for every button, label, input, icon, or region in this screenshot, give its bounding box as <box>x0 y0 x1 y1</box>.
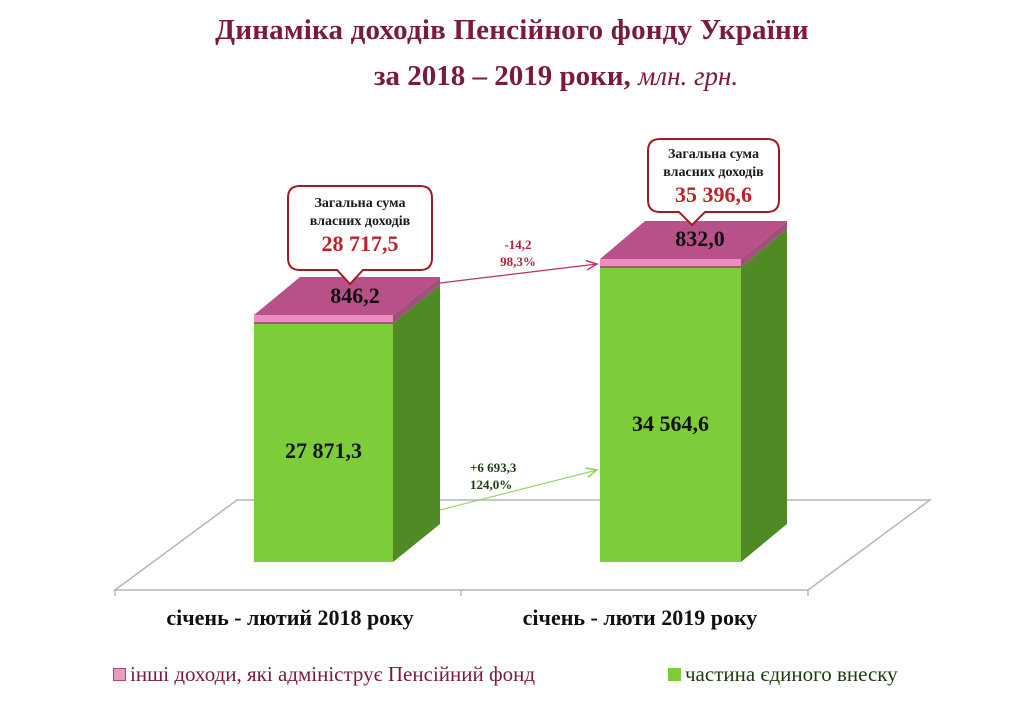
callout-total-value: 35 396,6 <box>675 182 752 207</box>
legend-label: частина єдиного внеску <box>685 662 898 686</box>
callout-total-value: 28 717,5 <box>321 231 399 256</box>
chart-title-line2: за 2018 – 2019 роки, млн. грн. <box>0 60 1024 93</box>
delta-other-pct: 98,3% <box>500 254 536 269</box>
legend-item-single-contribution: частина єдиного внеску <box>668 662 898 687</box>
callout-2019: Загальна сума власних доходів 35 396,6 <box>648 146 779 208</box>
legend-item-other-income: інші доходи, які адмініструє Пенсійний ф… <box>113 662 535 687</box>
bar-2018 <box>254 277 440 562</box>
callout-bubble-2019 <box>647 138 780 227</box>
delta-arrow-other <box>439 264 597 284</box>
chart-title-units: млн. грн. <box>638 61 739 91</box>
category-label-2019: січень - люти 2019 року <box>522 605 758 630</box>
legend-swatch-pink-icon <box>113 668 126 681</box>
callout-2018: Загальна сума власних доходів 28 717,5 <box>288 195 432 257</box>
bar-2019-other-value: 832,0 <box>675 226 725 251</box>
legend-swatch-green-icon <box>668 668 681 681</box>
callout-label-line1: Загальна сума <box>668 147 759 162</box>
callout-label-line2: власних доходів <box>663 165 764 180</box>
delta-other: -14,2 98,3% <box>478 236 558 270</box>
chart-title-period: за 2018 – 2019 роки, <box>373 60 631 92</box>
chart-floor <box>112 499 933 596</box>
category-label-2018: січень - лютий 2018 року <box>166 605 414 630</box>
delta-other-abs: -14,2 <box>504 237 532 252</box>
callout-label-line1: Загальна сума <box>314 196 406 211</box>
bar-2018-other-value: 846,2 <box>330 283 380 308</box>
bar-2019 <box>600 221 787 562</box>
legend-label: інші доходи, які адмініструє Пенсійний ф… <box>130 662 536 686</box>
delta-arrow-contribution <box>439 470 597 511</box>
bar-2019-contribution-value: 34 564,6 <box>632 411 709 436</box>
callout-label-line2: власних доходів <box>309 214 411 229</box>
chart-title-line1: Динаміка доходів Пенсійного фонду Україн… <box>215 14 809 46</box>
callout-bubble-2018 <box>287 185 433 286</box>
delta-contribution: +6 693,3 124,0% <box>470 459 550 493</box>
bar-2018-contribution-value: 27 871,3 <box>285 438 362 463</box>
delta-contribution-abs: +6 693,3 <box>470 460 517 475</box>
delta-contribution-pct: 124,0% <box>470 477 513 492</box>
